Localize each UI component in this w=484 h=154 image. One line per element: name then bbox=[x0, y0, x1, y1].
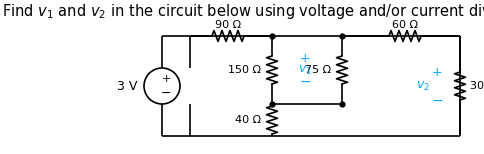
Text: Find $v_1$ and $v_2$ in the circuit below using voltage and/or current division.: Find $v_1$ and $v_2$ in the circuit belo… bbox=[2, 2, 484, 21]
Text: $v_2$: $v_2$ bbox=[415, 79, 429, 93]
Text: −: − bbox=[430, 94, 442, 108]
Text: −: − bbox=[299, 75, 310, 89]
Text: 150 Ω: 150 Ω bbox=[228, 65, 261, 75]
Text: +: + bbox=[299, 51, 310, 65]
Text: 60 Ω: 60 Ω bbox=[391, 20, 417, 30]
Text: 90 Ω: 90 Ω bbox=[214, 20, 241, 30]
Text: +: + bbox=[431, 67, 441, 79]
Text: $v_1$: $v_1$ bbox=[297, 63, 311, 77]
Text: −: − bbox=[160, 87, 171, 99]
Text: 75 Ω: 75 Ω bbox=[305, 65, 331, 75]
Text: 3 V: 3 V bbox=[116, 79, 136, 93]
Text: 30 Ω: 30 Ω bbox=[469, 81, 484, 91]
Text: 40 Ω: 40 Ω bbox=[235, 115, 261, 125]
Text: +: + bbox=[161, 74, 170, 84]
